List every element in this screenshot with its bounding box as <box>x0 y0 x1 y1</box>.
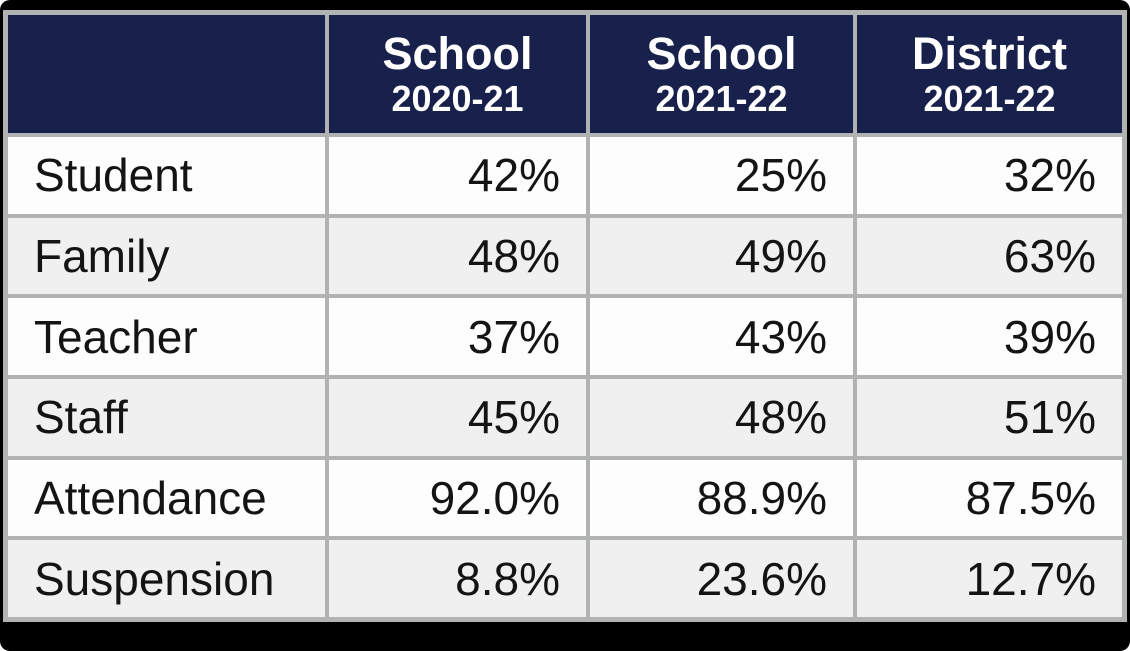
cell-value: 39% <box>857 298 1122 376</box>
column-subtitle: 2021-22 <box>923 78 1056 120</box>
cell-value: 48% <box>329 217 586 295</box>
cell-value: 37% <box>329 298 586 376</box>
row-label: Staff <box>8 379 325 456</box>
table-row: Staff 45% 48% 51% <box>8 379 1122 456</box>
table-row: Suspension 8.8% 23.6% 12.7% <box>8 540 1122 618</box>
column-title: School <box>382 27 533 79</box>
cell-value: 32% <box>857 137 1122 214</box>
cell-value: 45% <box>329 379 586 456</box>
row-label: Teacher <box>8 298 325 376</box>
cell-value: 23.6% <box>590 540 853 618</box>
column-title: District <box>911 27 1068 79</box>
cell-value: 25% <box>590 137 853 214</box>
column-subtitle: 2020-21 <box>391 78 524 120</box>
cell-value: 42% <box>329 137 586 214</box>
cell-value: 92.0% <box>329 459 586 537</box>
cell-value: 12.7% <box>857 540 1122 618</box>
cell-value: 87.5% <box>857 459 1122 537</box>
header-cell-blank <box>8 15 325 133</box>
header-row: School 2020-21 School 2021-22 District 2… <box>8 15 1122 133</box>
table-row: Student 42% 25% 32% <box>8 137 1122 214</box>
row-label: Student <box>8 137 325 214</box>
cell-value: 88.9% <box>590 459 853 537</box>
cell-value: 51% <box>857 379 1122 456</box>
metrics-table: School 2020-21 School 2021-22 District 2… <box>3 10 1127 622</box>
row-label: Suspension <box>8 540 325 618</box>
table-row: Family 48% 49% 63% <box>8 217 1122 295</box>
cell-value: 63% <box>857 217 1122 295</box>
table-row: Attendance 92.0% 88.9% 87.5% <box>8 459 1122 537</box>
column-title: School <box>646 27 797 79</box>
cell-value: 48% <box>590 379 853 456</box>
cell-value: 8.8% <box>329 540 586 618</box>
header-cell-school-2021-22: School 2021-22 <box>590 15 853 133</box>
column-subtitle: 2021-22 <box>655 78 788 120</box>
header-cell-district-2021-22: District 2021-22 <box>857 15 1122 133</box>
header-cell-school-2020-21: School 2020-21 <box>329 15 586 133</box>
row-label: Attendance <box>8 459 325 537</box>
table-row: Teacher 37% 43% 39% <box>8 298 1122 376</box>
cell-value: 43% <box>590 298 853 376</box>
cell-value: 49% <box>590 217 853 295</box>
row-label: Family <box>8 217 325 295</box>
